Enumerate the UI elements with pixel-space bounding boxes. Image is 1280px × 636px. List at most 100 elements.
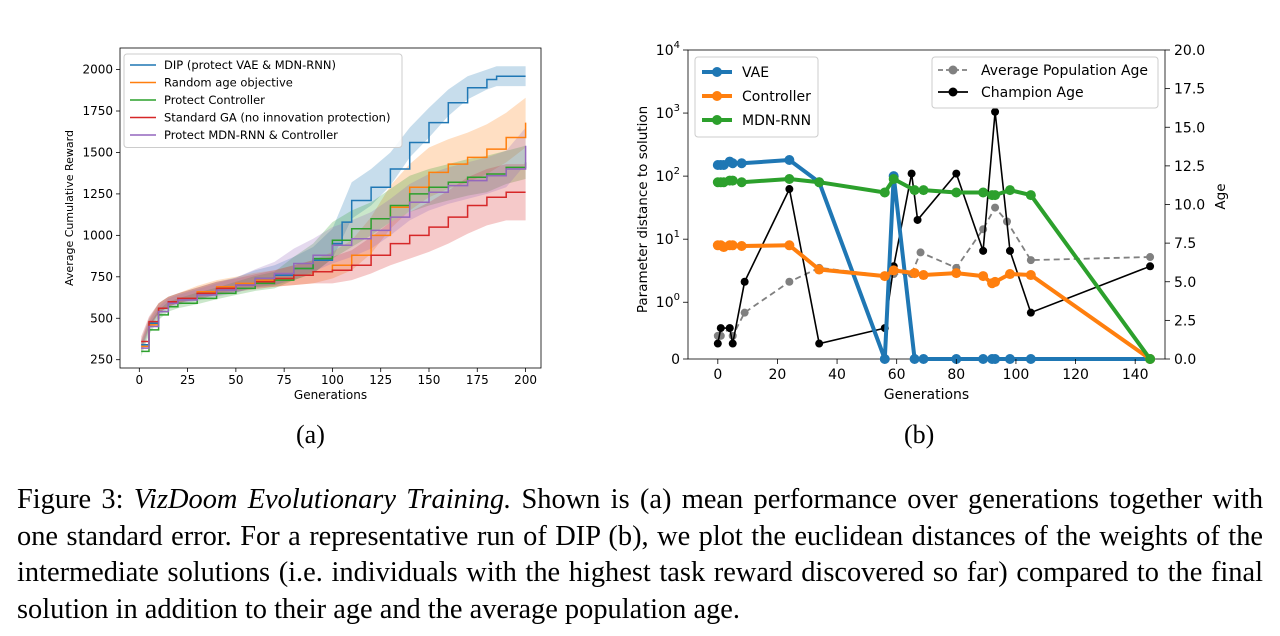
data-point-controller xyxy=(879,271,890,282)
data-point-champion-age xyxy=(979,246,988,255)
data-point-mdn-rnn xyxy=(909,185,920,196)
series-line-champion-age xyxy=(717,111,1151,345)
data-point-average-population-age xyxy=(991,203,1000,212)
data-point-mdn-rnn xyxy=(918,185,929,196)
plot-frame xyxy=(119,47,542,369)
data-point-mdn-rnn xyxy=(784,174,795,185)
data-point-average-population-age xyxy=(785,277,794,286)
data-point-champion-age xyxy=(952,169,961,178)
y2-tick-label: 2.5 xyxy=(1174,313,1196,329)
data-point-vae xyxy=(1025,354,1036,364)
data-point-champion-age xyxy=(1026,308,1035,317)
data-point-controller xyxy=(990,276,1001,287)
data-point-controller xyxy=(978,271,989,282)
data-point-mdn-rnn xyxy=(814,177,825,188)
subfigure-label-a: (a) xyxy=(296,420,325,449)
y2-tick-label: 15.0 xyxy=(1174,120,1205,136)
data-point-average-population-age xyxy=(916,248,925,257)
data-point-vae xyxy=(736,158,747,169)
x-tick-label: 80 xyxy=(947,367,965,383)
x-tick-label: 100 xyxy=(1003,367,1030,383)
chart-b: 0 20 40 60 80 100 120 140 0 100 101 102 103 104 0.0 2.5… xyxy=(635,40,1229,403)
legend-box xyxy=(123,53,403,148)
data-point-champion-age xyxy=(907,169,916,178)
data-point-average-population-age xyxy=(740,308,749,317)
data-point-controller xyxy=(1004,269,1015,280)
data-point-champion-age xyxy=(1146,262,1155,271)
x-tick-label: 25 xyxy=(180,373,195,387)
data-point-vae xyxy=(727,158,738,169)
data-point-champion-age xyxy=(1005,246,1014,255)
y-tick-label: 0 xyxy=(671,352,680,368)
data-point-vae xyxy=(918,354,929,364)
data-point-vae xyxy=(784,155,795,166)
y2-tick-label: 20.0 xyxy=(1174,43,1205,59)
series-line-mdn-rnn xyxy=(717,177,1152,361)
data-point-average-population-age xyxy=(1026,256,1035,265)
data-point-champion-age xyxy=(913,215,922,224)
y2-tick-label: 10.0 xyxy=(1174,198,1205,214)
data-point-vae xyxy=(978,354,989,364)
legend-label: Random age objective xyxy=(164,76,293,90)
legend-marker xyxy=(712,115,722,125)
x-tick-label: 125 xyxy=(369,373,392,387)
legend-label: Controller xyxy=(742,89,811,105)
legend-label: MDN-RNN xyxy=(742,113,811,129)
data-point-controller xyxy=(727,240,738,251)
data-point-controller xyxy=(784,240,795,251)
data-point-average-population-age xyxy=(1146,253,1155,262)
data-point-champion-age xyxy=(725,324,734,333)
y-axis-label: Parameter distance to solution xyxy=(635,106,651,313)
x-tick-label: 20 xyxy=(769,367,787,383)
data-point-controller xyxy=(918,270,929,281)
y-tick-label: 101 xyxy=(656,229,680,248)
error-band-standard-ga-no-innovation-protection xyxy=(141,164,526,347)
y2-tick-label: 12.5 xyxy=(1174,159,1205,175)
y2-axis-label: Age xyxy=(1213,183,1229,209)
legend-marker xyxy=(948,87,958,97)
data-point-mdn-rnn xyxy=(1004,185,1015,196)
data-point-champion-age xyxy=(740,277,749,286)
data-point-champion-age xyxy=(815,339,824,348)
data-point-mdn-rnn xyxy=(736,177,747,188)
data-point-champion-age xyxy=(991,107,1000,116)
data-point-champion-age xyxy=(785,185,794,194)
data-point-champion-age xyxy=(728,339,737,348)
x-tick-label: 40 xyxy=(828,367,846,383)
x-axis-label: Generations xyxy=(884,387,969,403)
figure-caption: Figure 3: VizDoom Evolutionary Training.… xyxy=(17,482,1263,628)
chart-a: 0 25 50 75 100 125 150 175 200 250 500 750 1000 1250 1… xyxy=(63,47,542,402)
y-tick-label: 104 xyxy=(656,40,680,59)
legend-marker xyxy=(712,91,722,101)
data-point-mdn-rnn xyxy=(990,190,1001,201)
y-tick-label: 102 xyxy=(656,166,680,185)
legend-marker xyxy=(712,67,722,77)
y2-tick-label: 0.0 xyxy=(1174,352,1196,368)
x-tick-label: 175 xyxy=(466,373,489,387)
x-tick-label: 0 xyxy=(135,373,143,387)
legend-right-box xyxy=(931,56,1159,109)
data-point-controller xyxy=(951,268,962,279)
y-tick-label: 100 xyxy=(656,292,680,311)
data-point-mdn-rnn xyxy=(888,174,899,185)
data-point-controller xyxy=(888,265,899,276)
y-tick-label: 2000 xyxy=(82,63,113,77)
y-tick-label: 1000 xyxy=(82,228,113,242)
subfigure-label-b: (b) xyxy=(904,420,935,449)
y2-tick-label: 17.5 xyxy=(1174,82,1205,98)
y-tick-label: 1250 xyxy=(82,187,113,201)
x-tick-label: 75 xyxy=(277,373,292,387)
y-axis-label: Average Cumulative Reward xyxy=(63,130,76,286)
data-point-champion-age xyxy=(713,339,722,348)
legend-label: DIP (protect VAE & MDN-RNN) xyxy=(164,58,336,72)
data-point-mdn-rnn xyxy=(951,187,962,198)
y2-tick-label: 7.5 xyxy=(1174,236,1196,252)
x-tick-label: 0 xyxy=(713,367,722,383)
x-tick-label: 100 xyxy=(321,373,344,387)
x-axis-label: Generations xyxy=(294,388,367,402)
legend-label: Champion Age xyxy=(981,85,1084,101)
series-line-protect-mdn-rnn-controller xyxy=(141,145,527,349)
data-point-mdn-rnn xyxy=(1145,354,1156,364)
data-point-controller xyxy=(736,240,747,251)
